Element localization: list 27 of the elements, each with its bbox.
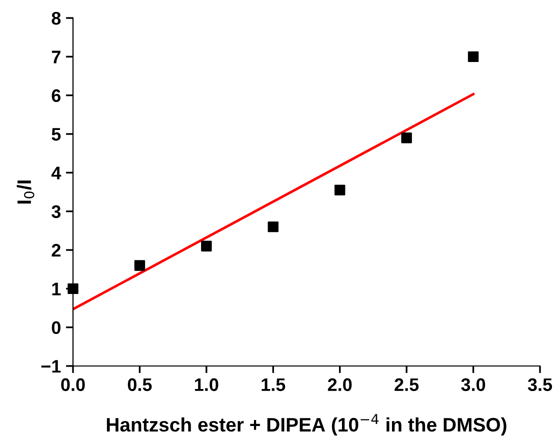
x-tick-label: 1.0 [195,378,218,392]
y-tick-label: 8 [52,12,61,25]
point [201,240,212,252]
y-tick-label: 3 [52,205,61,218]
x-axis-title: Hantzsch ester + DIPEA (10$^{−4}$ in the DMSO) [106,414,506,436]
x-tick-label: 3.0 [461,378,486,392]
y-tick-label: 7 [52,50,60,64]
point [68,283,78,294]
y-axis-title: I$_{0}$/I [16,180,34,204]
x-tick-label: 1.5 [262,378,286,392]
point [134,260,146,271]
x-tick-label: 3.5 [528,378,552,392]
point [468,51,479,62]
y-tick-label: 5 [52,128,61,141]
y-tick-label: 1 [52,282,61,296]
y-tick-label: 6 [52,89,61,102]
x-tick-label: 0.5 [128,378,152,392]
point [268,221,278,232]
x-tick-label: 0.0 [61,378,85,392]
y-tick-label: 4 [51,166,62,180]
point [334,184,346,196]
x-tick-label: 2.0 [328,378,352,392]
y-tick-label: −1 [41,360,61,373]
y-tick-label: 0 [52,321,60,334]
y-tick-label: 2 [52,244,60,257]
x-tick-label: 2.5 [394,378,419,392]
point [401,132,412,144]
